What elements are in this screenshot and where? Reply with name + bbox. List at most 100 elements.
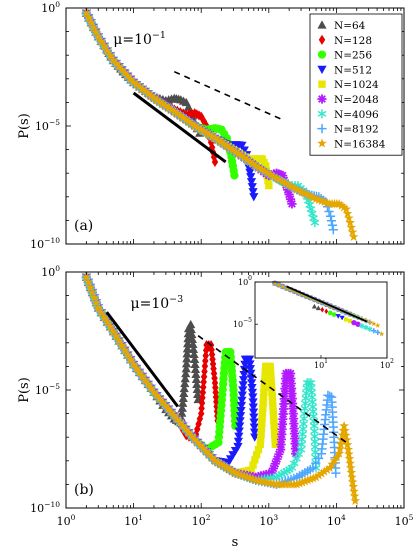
data-point (262, 168, 273, 178)
data-point (238, 386, 248, 395)
data-point (178, 112, 188, 122)
data-point (239, 152, 249, 163)
inset-plot: 101 102 100 10−5 (233, 275, 394, 370)
legend-marker (317, 138, 327, 148)
data-point (234, 427, 244, 436)
data-point (83, 12, 94, 23)
data-point (245, 168, 255, 178)
data-point (260, 383, 268, 391)
data-point (239, 376, 249, 385)
data-point (278, 414, 288, 424)
data-point (166, 104, 177, 114)
data-point (230, 171, 239, 180)
data-point (345, 458, 355, 468)
legend-entry-label: N=8192 (334, 124, 379, 136)
inset-point (315, 305, 321, 311)
data-point (191, 369, 201, 379)
data-point (257, 430, 265, 438)
data-point (253, 162, 264, 172)
data-point (216, 459, 226, 469)
data-point (268, 392, 276, 401)
data-point (235, 417, 245, 426)
data-point (336, 200, 347, 210)
solid-reference-line (105, 311, 179, 408)
data-point (213, 457, 223, 467)
data-point (346, 467, 357, 477)
data-point (279, 399, 289, 409)
data-point (347, 476, 358, 487)
data-point (179, 388, 189, 398)
data-point (186, 324, 196, 334)
data-point (184, 116, 194, 127)
data-point (289, 424, 299, 434)
data-point (345, 462, 356, 473)
data-point (277, 176, 288, 186)
data-point (247, 388, 258, 397)
data-point (99, 41, 110, 51)
data-point (247, 466, 255, 474)
data-point (281, 373, 291, 384)
data-point (349, 486, 359, 496)
data-point (300, 188, 310, 198)
x-axis-ticks (65, 8, 405, 244)
data-point (236, 406, 246, 416)
data-point (134, 367, 145, 377)
data-point (294, 478, 305, 488)
data-point (227, 466, 238, 476)
data-point (305, 191, 316, 201)
data-point (286, 383, 297, 394)
data-point (288, 414, 299, 424)
data-point (149, 387, 159, 397)
data-point (297, 477, 308, 487)
data-point (160, 400, 171, 410)
y-axis-label: P(s) (17, 113, 32, 139)
panel-letter: (b) (74, 482, 94, 498)
data-point (246, 374, 256, 383)
inset-point (335, 314, 341, 319)
data-point (181, 369, 191, 378)
data-point (249, 413, 259, 422)
data-point (81, 8, 92, 18)
data-point (271, 431, 279, 439)
data-point (340, 425, 350, 435)
data-point (345, 217, 356, 227)
data-point (191, 374, 201, 384)
data-point (207, 131, 217, 141)
data-point (188, 339, 198, 349)
data-point (319, 466, 330, 476)
data-point (89, 292, 100, 302)
data-point (140, 86, 151, 96)
legend-entry-label: N=64 (334, 20, 366, 32)
data-point (166, 407, 177, 417)
data-point (143, 379, 153, 389)
data-point (111, 58, 121, 68)
data-point (308, 473, 319, 483)
data-point (221, 462, 232, 472)
data-point (288, 409, 298, 419)
data-point (224, 142, 235, 153)
dashed-reference-line (197, 335, 347, 444)
data-point (280, 379, 290, 389)
data-point (280, 178, 291, 188)
mu-exponent: −3 (169, 294, 183, 305)
data-point (331, 468, 341, 478)
data-point (105, 321, 116, 331)
legend-marker (317, 109, 327, 119)
data-point (137, 84, 148, 94)
legend-marker (317, 124, 327, 134)
data-point (238, 381, 248, 390)
data-point (277, 170, 288, 181)
data-point (200, 116, 208, 127)
data-point (187, 329, 197, 339)
inset-point (347, 318, 353, 324)
data-point (288, 403, 298, 414)
data-point (348, 481, 359, 491)
data-point (340, 430, 351, 440)
data-point (181, 424, 191, 434)
data-point (233, 148, 244, 159)
data-point (239, 371, 249, 380)
data-point (210, 133, 220, 143)
dashed-reference-line (173, 70, 282, 120)
inset-point (367, 319, 373, 325)
data-point (114, 61, 124, 71)
